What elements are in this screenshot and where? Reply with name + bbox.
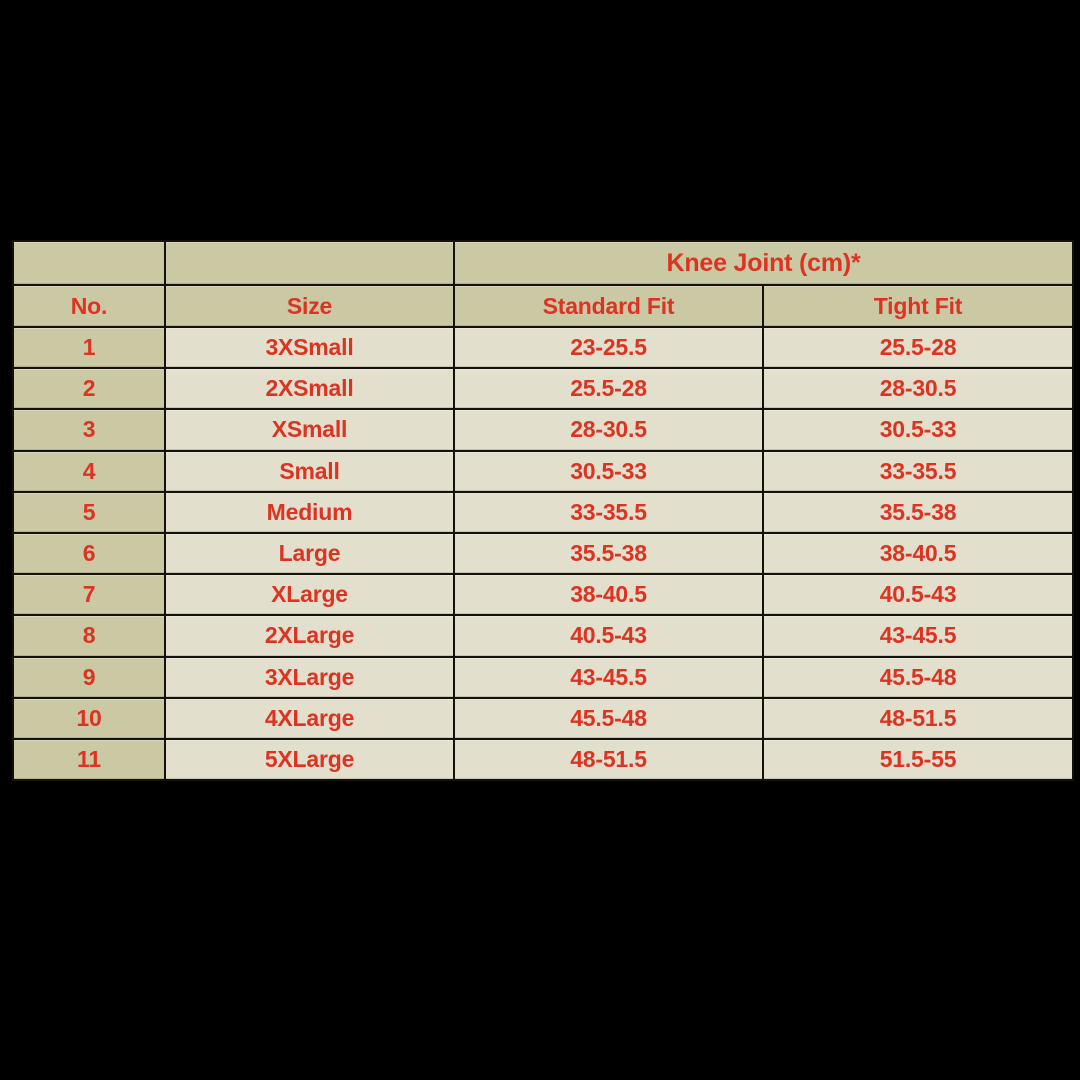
cell-standard-fit: 40.5-43: [455, 616, 762, 656]
cell-standard-fit: 48-51.5: [455, 739, 762, 780]
table-row: 9 3XLarge 43-45.5 45.5-48: [14, 657, 1072, 697]
table-row: 8 2XLarge 40.5-43 43-45.5: [14, 616, 1072, 656]
cell-no: 6: [14, 533, 164, 574]
table-row: 3 XSmall 28-30.5 30.5-33: [14, 410, 1072, 450]
column-header-tight-fit: Tight Fit: [764, 286, 1072, 326]
cell-no: 9: [14, 657, 164, 697]
cell-size: 3XSmall: [166, 328, 453, 368]
cell-tight-fit: 25.5-28: [764, 328, 1072, 368]
cell-standard-fit: 25.5-28: [455, 369, 762, 409]
cell-standard-fit: 23-25.5: [455, 328, 762, 368]
table-header-group-row: Knee Joint (cm)*: [14, 242, 1072, 284]
column-header-no: No.: [14, 286, 164, 326]
cell-no: 3: [14, 410, 164, 450]
table-row: 1 3XSmall 23-25.5 25.5-28: [14, 328, 1072, 368]
cell-standard-fit: 35.5-38: [455, 533, 762, 574]
header-blank-no: [14, 242, 164, 284]
header-knee-joint-label: Knee Joint (cm)*: [666, 248, 861, 277]
cell-size: 2XLarge: [166, 616, 453, 656]
cell-no: 5: [14, 492, 164, 532]
header-knee-joint-group: Knee Joint (cm)*: [455, 242, 1072, 284]
column-header-size: Size: [166, 286, 453, 326]
cell-standard-fit: 43-45.5: [455, 657, 762, 697]
column-header-tight-fit-label: Tight Fit: [873, 292, 963, 319]
table-row: 10 4XLarge 45.5-48 48-51.5: [14, 698, 1072, 738]
table-row: 7 XLarge 38-40.5 40.5-43: [14, 575, 1072, 615]
table-row: 11 5XLarge 48-51.5 51.5-55: [14, 739, 1072, 780]
table-row: 4 Small 30.5-33 33-35.5: [14, 451, 1072, 491]
cell-no: 4: [14, 451, 164, 491]
cell-size: 4XLarge: [166, 698, 453, 738]
table-header-row: No. Size Standard Fit Tight Fit: [14, 286, 1072, 326]
cell-tight-fit: 45.5-48: [764, 657, 1072, 697]
cell-standard-fit: 33-35.5: [455, 492, 762, 532]
cell-size: 2XSmall: [166, 369, 453, 409]
table-row: 5 Medium 33-35.5 35.5-38: [14, 492, 1072, 532]
cell-tight-fit: 38-40.5: [764, 533, 1072, 574]
size-chart-table: Knee Joint (cm)* No. Size Standard Fit T…: [12, 240, 1074, 782]
column-header-standard-fit: Standard Fit: [455, 286, 762, 326]
cell-tight-fit: 33-35.5: [764, 451, 1072, 491]
cell-no: 2: [14, 369, 164, 409]
cell-no: 11: [14, 739, 164, 780]
cell-size: Large: [166, 533, 453, 574]
cell-tight-fit: 51.5-55: [764, 739, 1072, 780]
column-header-size-label: Size: [286, 292, 333, 319]
table-row: 6 Large 35.5-38 38-40.5: [14, 533, 1072, 574]
cell-tight-fit: 35.5-38: [764, 492, 1072, 532]
cell-standard-fit: 30.5-33: [455, 451, 762, 491]
column-header-standard-fit-label: Standard Fit: [542, 292, 675, 319]
cell-size: Small: [166, 451, 453, 491]
size-chart-container: Knee Joint (cm)* No. Size Standard Fit T…: [12, 240, 1074, 782]
cell-standard-fit: 28-30.5: [455, 410, 762, 450]
cell-size: 5XLarge: [166, 739, 453, 780]
cell-standard-fit: 45.5-48: [455, 698, 762, 738]
header-blank-size: [166, 242, 453, 284]
cell-size: XLarge: [166, 575, 453, 615]
cell-standard-fit: 38-40.5: [455, 575, 762, 615]
cell-tight-fit: 30.5-33: [764, 410, 1072, 450]
size-chart-body: Knee Joint (cm)* No. Size Standard Fit T…: [14, 242, 1072, 780]
cell-no: 1: [14, 328, 164, 368]
cell-no: 10: [14, 698, 164, 738]
table-row: 2 2XSmall 25.5-28 28-30.5: [14, 369, 1072, 409]
column-header-no-label: No.: [70, 292, 108, 319]
cell-tight-fit: 40.5-43: [764, 575, 1072, 615]
cell-tight-fit: 28-30.5: [764, 369, 1072, 409]
cell-no: 8: [14, 616, 164, 656]
cell-size: XSmall: [166, 410, 453, 450]
cell-tight-fit: 48-51.5: [764, 698, 1072, 738]
cell-size: 3XLarge: [166, 657, 453, 697]
cell-size: Medium: [166, 492, 453, 532]
cell-tight-fit: 43-45.5: [764, 616, 1072, 656]
cell-no: 7: [14, 575, 164, 615]
